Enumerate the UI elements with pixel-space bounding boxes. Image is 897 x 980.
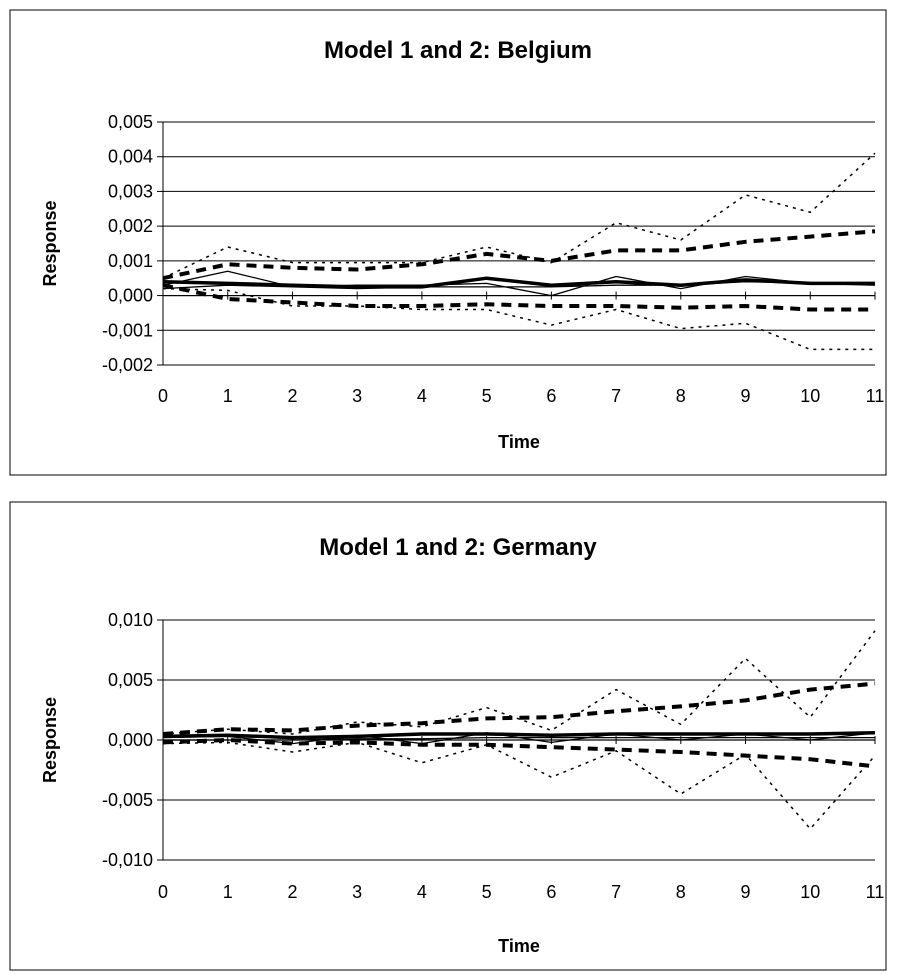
x-tick-label: 11 [866,386,885,406]
chart-panel-belgium: 0,005 0,004 0,003 0,002 0,001 0,000 -0,001 -0,0… [9,9,887,476]
x-tick-label: 1 [223,386,233,406]
x-axis-title: Time [498,936,540,956]
x-tick-label: 2 [287,386,297,406]
series-line-thin [163,736,875,741]
y-tick-label: -0,002 [102,355,153,375]
chart-title: Model 1 and 2: Germany [319,534,597,561]
x-tick-label: 3 [352,882,362,902]
series-line-dot [162,152,876,279]
x-tick-label: 8 [676,386,686,406]
y-tick-label: 0,010 [108,610,153,630]
series-line-dot [162,630,876,735]
y-axis-title: Response [40,200,60,286]
y-tick-label: -0,001 [102,320,153,340]
x-tick-label: 5 [482,882,492,902]
x-tick-label: 10 [800,386,820,406]
y-tick-label: -0,005 [102,790,153,810]
y-tick-label: 0,005 [108,670,153,690]
x-tick-label: 0 [158,386,168,406]
chart-panel-germany: 0,010 0,005 0,000 -0,005 -0,010 0 1 2 3 4 5 6 7 8 9 10 1… [0,490,897,980]
x-tick-label: 11 [866,882,885,902]
x-tick-label: 4 [417,386,427,406]
y-tick-label: 0,000 [108,286,153,306]
x-tick-label: 6 [546,882,556,902]
x-tick-label: 5 [482,386,492,406]
x-tick-label: 8 [676,882,686,902]
y-tick-label: 0,002 [108,216,153,236]
x-tick-label: 7 [611,386,621,406]
x-tick-label: 6 [546,386,556,406]
y-tick-label: 0,003 [108,181,153,201]
x-tick-label: 9 [741,386,751,406]
chart-frame [9,501,887,971]
series-line-dot [162,287,875,351]
series-line-thin [162,270,876,297]
x-axis-title: Time [498,432,540,452]
y-tick-label: 0,005 [108,112,153,132]
x-tick-label: 0 [158,882,168,902]
chart-title: Model 1 and 2: Belgium [324,37,592,64]
x-tick-label: 4 [417,882,427,902]
y-axis-title: Response [40,697,60,783]
y-tick-label: -0,010 [102,850,153,870]
x-tick-label: 10 [800,882,820,902]
series-line-dash [162,229,876,281]
x-tick-label: 9 [741,882,751,902]
x-tick-label: 1 [223,882,233,902]
y-tick-label: 0,001 [108,251,153,271]
y-tick-label: 0,000 [108,730,153,750]
x-tick-label: 2 [287,882,297,902]
belgium-chart: 0,005 0,004 0,003 0,002 0,001 0,000 -0,001 -0,0… [9,9,887,476]
x-tick-label: 3 [352,386,362,406]
series-line-thin [162,281,875,290]
series-line-dash [162,283,875,312]
x-tick-label: 7 [611,882,621,902]
y-tick-label: 0,004 [108,147,153,167]
series-line-thick [162,731,876,740]
